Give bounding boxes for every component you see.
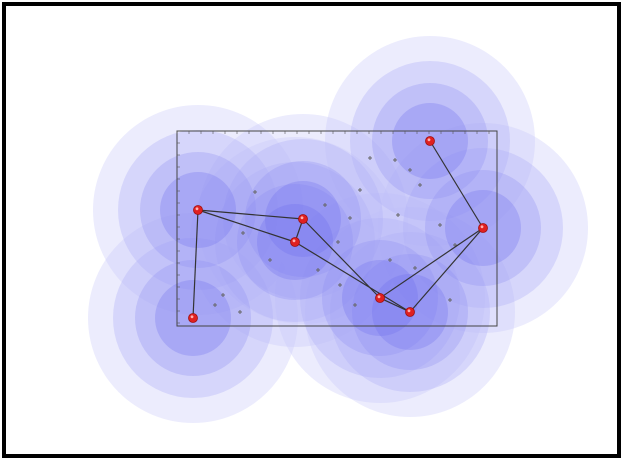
node-7 [426, 137, 435, 146]
node-5 [376, 294, 385, 303]
node-highlight-8 [481, 225, 484, 228]
node-3 [299, 215, 308, 224]
figure-frame [2, 2, 621, 458]
coverage-layer [88, 36, 588, 423]
node-8 [479, 224, 488, 233]
node-6 [406, 308, 415, 317]
coverage-diagram [6, 6, 617, 454]
node-4 [291, 238, 300, 247]
node-highlight-6 [408, 309, 411, 312]
node-highlight-1 [196, 207, 199, 210]
node-highlight-7 [428, 138, 431, 141]
node-1 [194, 206, 203, 215]
node-highlight-3 [301, 216, 304, 219]
node-highlight-5 [378, 295, 381, 298]
node-2 [189, 314, 198, 323]
node-highlight-2 [191, 315, 194, 318]
node-highlight-4 [293, 239, 296, 242]
